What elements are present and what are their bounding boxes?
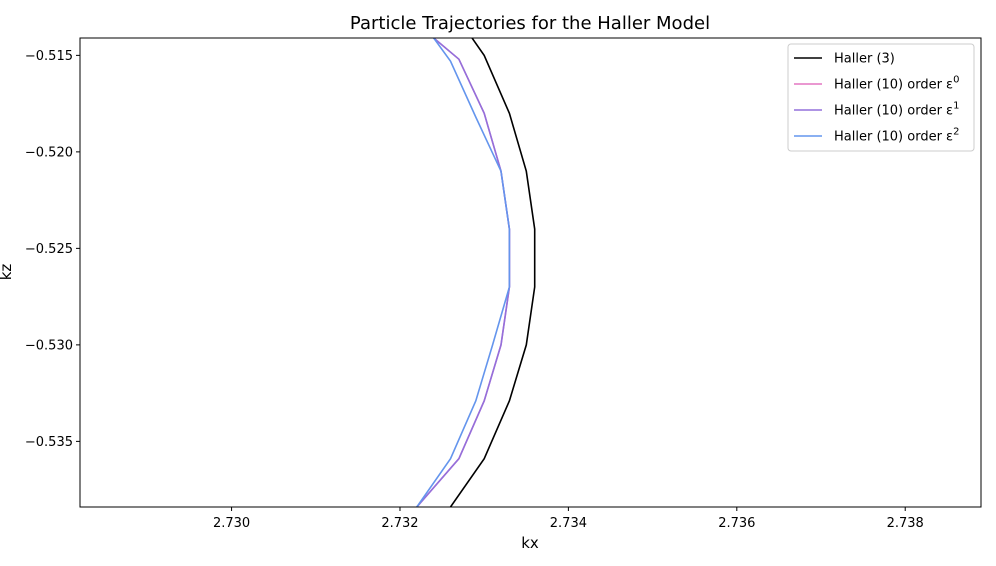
x-tick-label: 2.738 bbox=[887, 516, 924, 531]
series-line-3 bbox=[416, 38, 511, 507]
x-tick-label: 2.730 bbox=[213, 516, 250, 531]
x-axis: 2.730 2.732 2.734 2.736 2.738 bbox=[213, 507, 924, 531]
y-axis-label: kz bbox=[0, 264, 15, 281]
series-line-0 bbox=[433, 38, 536, 507]
legend-label-1: Haller (10) order ε0 bbox=[834, 75, 959, 93]
chart-title: Particle Trajectories for the Haller Mod… bbox=[350, 13, 710, 34]
legend-superscript: 2 bbox=[953, 127, 959, 138]
x-tick-label: 2.732 bbox=[381, 516, 418, 531]
y-tick-label: −0.525 bbox=[25, 242, 73, 257]
x-tick-label: 2.736 bbox=[718, 516, 755, 531]
legend-superscript: 0 bbox=[953, 75, 959, 86]
legend-label-0: Haller (3) bbox=[834, 52, 895, 67]
legend-label-2: Haller (10) order ε1 bbox=[834, 101, 959, 119]
y-tick-label: −0.520 bbox=[25, 145, 73, 160]
legend-label-3: Haller (10) order ε2 bbox=[834, 127, 959, 145]
y-axis: −0.515 −0.520 −0.525 −0.530 −0.535 bbox=[25, 49, 80, 450]
y-tick-label: −0.530 bbox=[25, 338, 73, 353]
plot-frame bbox=[79, 37, 982, 508]
x-tick-label: 2.734 bbox=[550, 516, 587, 531]
legend-superscript: 1 bbox=[953, 101, 959, 112]
x-axis-label: kx bbox=[521, 534, 539, 552]
legend-box bbox=[787, 43, 975, 152]
y-tick-label: −0.515 bbox=[25, 49, 73, 64]
series-layer bbox=[416, 38, 536, 507]
y-tick-label: −0.535 bbox=[25, 435, 73, 450]
legend: Haller (3) Haller (10) order ε0 Haller (10… bbox=[787, 43, 975, 152]
